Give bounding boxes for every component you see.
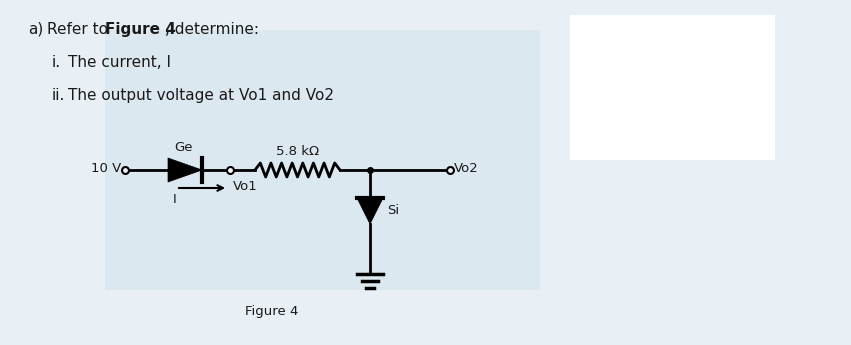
- Text: Si: Si: [387, 205, 399, 217]
- Text: a): a): [28, 22, 43, 37]
- Text: Vo1: Vo1: [233, 180, 258, 194]
- Text: The output voltage at Vo1 and Vo2: The output voltage at Vo1 and Vo2: [68, 88, 334, 103]
- Text: 10 V: 10 V: [91, 162, 121, 176]
- Text: i.: i.: [52, 55, 61, 70]
- Text: Refer to: Refer to: [47, 22, 113, 37]
- Text: Figure 4: Figure 4: [105, 22, 176, 37]
- Text: , determine:: , determine:: [165, 22, 259, 37]
- Bar: [105, 30, 540, 290]
- Text: The current, I: The current, I: [68, 55, 171, 70]
- Polygon shape: [168, 158, 202, 182]
- Text: ii.: ii.: [52, 88, 66, 103]
- Text: 5.8 kΩ: 5.8 kΩ: [276, 145, 319, 158]
- Text: Vo2: Vo2: [454, 162, 479, 176]
- Text: Figure 4: Figure 4: [245, 305, 299, 318]
- Text: I: I: [173, 193, 177, 206]
- Bar: [570, 15, 775, 160]
- Text: Ge: Ge: [174, 141, 192, 154]
- Polygon shape: [357, 198, 383, 224]
